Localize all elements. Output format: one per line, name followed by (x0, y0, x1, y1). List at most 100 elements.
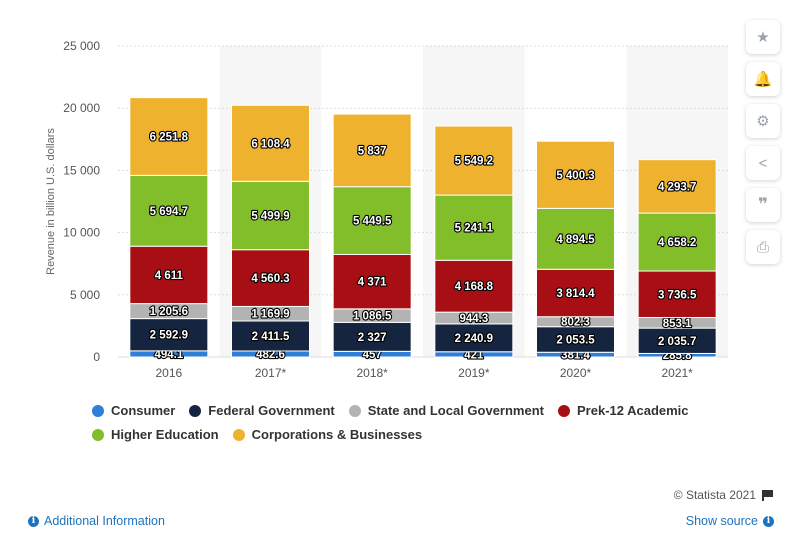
data-label: 5 499.9 (251, 211, 289, 223)
data-label: 2 327 (358, 332, 387, 344)
y-tick-label: 5 000 (70, 288, 100, 302)
data-label: 5 400.3 (556, 170, 594, 182)
bar-segment (536, 207, 615, 270)
x-tick-label: 2016 (155, 366, 182, 380)
data-label: 853.1 (663, 318, 692, 330)
legend-item[interactable]: State and Local Government (348, 403, 544, 418)
legend-swatch (348, 404, 361, 417)
show-source-label: Show source (685, 514, 758, 528)
side-toolbar: ★ 🔔 ⚙ < ❞ ⎙ (746, 20, 782, 272)
y-tick-label: 20 000 (63, 101, 100, 115)
legend: Consumer Federal Government State and Loca… (92, 403, 712, 442)
bar-segment (332, 113, 412, 188)
info-icon: i (763, 515, 774, 527)
data-label: 4 168.8 (455, 281, 494, 293)
data-label: 802.3 (561, 317, 590, 329)
show-source-link[interactable]: Show source i (686, 514, 774, 528)
legend-label: Prek-12 Academic (577, 403, 689, 418)
legend-label: Higher Education (111, 427, 219, 442)
x-tick-label: 2021* (661, 366, 693, 380)
legend-label: State and Local Government (367, 403, 544, 418)
legend-swatch (92, 428, 104, 441)
y-axis-title: Revenue in billion U.S. dollars (45, 128, 57, 275)
legend-item[interactable]: Consumer (92, 403, 175, 418)
bar-segment (129, 318, 209, 352)
share-icon[interactable]: < (746, 146, 780, 180)
bar-segment (332, 253, 412, 310)
additional-info-label: Additional Information (44, 514, 165, 528)
legend-swatch (92, 404, 104, 417)
quote-icon[interactable]: ❞ (746, 188, 780, 222)
x-tick-label: 2019* (458, 366, 490, 380)
additional-info-link[interactable]: i Additional Information (28, 514, 165, 528)
y-tick-label: 0 (93, 350, 100, 364)
data-label: 5 449.5 (353, 216, 392, 228)
chart: 0 5 000 10 000 15 000 20 000 25 000 Revenue in… (45, 39, 728, 380)
info-icon: i (28, 515, 39, 527)
bar-segment (536, 140, 615, 209)
legend-label: Federal Government (208, 403, 335, 418)
bar-segment (129, 174, 209, 247)
y-tick-label: 15 000 (63, 163, 100, 177)
x-tick-label: 2017* (255, 366, 287, 380)
bar-segment (231, 180, 310, 251)
x-tick-label: 2020* (560, 366, 592, 380)
bar-segment (637, 159, 717, 214)
legend-swatch (232, 428, 245, 441)
data-label: 3 736.5 (658, 289, 697, 301)
data-label: 1 169.9 (251, 309, 289, 321)
data-label: 4 611 (155, 270, 184, 282)
data-label: 6 108.4 (251, 138, 290, 150)
legend-item[interactable]: Corporations & Businesses (232, 427, 423, 442)
legend-item[interactable]: Federal Government (189, 403, 335, 418)
legend-swatch (558, 404, 570, 417)
data-label: 5 837 (358, 145, 387, 157)
data-label: 4 560.3 (251, 273, 289, 285)
data-label: 4 293.7 (658, 181, 696, 193)
bar-segment (434, 323, 514, 353)
legend-label: Consumer (111, 403, 176, 418)
star-icon[interactable]: ★ (746, 20, 780, 54)
data-label: 1 205.6 (150, 306, 188, 318)
data-label: 494.1 (154, 349, 183, 361)
bar-segment (536, 326, 615, 353)
gear-icon[interactable]: ⚙ (746, 104, 780, 138)
bar-segment (231, 320, 310, 352)
data-label: 2 035.7 (658, 336, 696, 348)
data-label: 1 086.5 (353, 311, 392, 323)
data-label: 4 658.2 (658, 237, 696, 249)
bar-segment (231, 249, 310, 307)
data-label: 4 371 (358, 277, 387, 289)
bar-segment (129, 245, 209, 305)
legend-swatch (189, 404, 202, 417)
data-label: 2 592.9 (150, 330, 188, 342)
bar-segment (434, 194, 514, 261)
data-label: 5 241.1 (455, 223, 494, 235)
data-label: 3 814.4 (556, 288, 595, 300)
y-tick-label: 10 000 (63, 226, 100, 240)
data-label: 2 411.5 (252, 331, 290, 343)
legend-label: Corporations & Businesses (251, 427, 423, 442)
legend-item[interactable]: Prek-12 Academic (558, 403, 689, 418)
bar-segment (637, 212, 717, 272)
data-label: 2 053.5 (556, 334, 595, 346)
statista-credit: © Statista 2021 (674, 488, 774, 502)
bar-segment (637, 270, 717, 319)
credit-text: © Statista 2021 (673, 488, 756, 502)
data-label: 5 694.7 (150, 206, 188, 218)
bar-segment (129, 97, 209, 176)
data-label: 944.3 (459, 313, 488, 325)
bar-segment (434, 259, 514, 313)
bar-segment (332, 186, 412, 255)
data-label: 2 240.9 (455, 333, 493, 345)
bar-segment (231, 104, 310, 182)
flag-icon (762, 489, 774, 501)
bar-segment (434, 125, 514, 196)
data-label: 6 251.8 (150, 132, 189, 144)
data-label: 4 894.5 (556, 234, 595, 246)
data-label: 5 549.2 (455, 156, 493, 168)
x-tick-label: 2018* (356, 366, 388, 380)
legend-item[interactable]: Higher Education (92, 427, 219, 442)
print-icon[interactable]: ⎙ (746, 230, 780, 264)
bell-icon[interactable]: 🔔 (746, 62, 780, 96)
